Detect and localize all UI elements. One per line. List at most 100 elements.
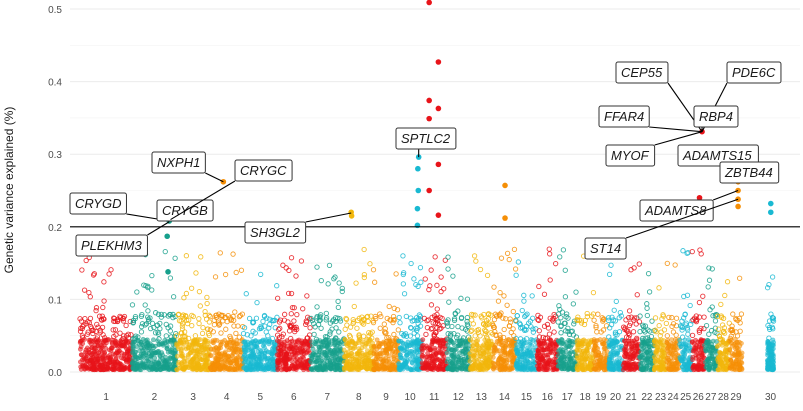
snp-point <box>719 302 723 306</box>
snp-point <box>175 354 179 358</box>
snp-point <box>360 361 364 365</box>
snp-point <box>512 247 516 251</box>
snp-point <box>702 326 706 330</box>
snp-point <box>258 272 262 276</box>
snp-point <box>198 304 202 308</box>
snp-point <box>402 292 406 296</box>
snp-point <box>630 339 634 343</box>
snp-point <box>543 366 547 370</box>
snp-point <box>628 368 632 372</box>
snp-point <box>125 351 129 355</box>
snp-point <box>476 338 480 342</box>
snp-point <box>723 293 727 297</box>
snp-point <box>82 288 86 292</box>
snp-point <box>230 347 234 351</box>
snp-point <box>401 254 405 258</box>
snp-point <box>707 278 711 282</box>
snp-point <box>100 339 104 343</box>
snp-point <box>275 353 279 357</box>
snp-point <box>289 312 293 316</box>
snp-point <box>106 361 110 365</box>
snp-point <box>206 339 210 343</box>
snp-point <box>520 308 524 312</box>
snp-point <box>654 350 658 354</box>
snp-point <box>333 356 337 360</box>
snp-point <box>106 337 110 341</box>
chromosome-8-points <box>342 247 375 372</box>
snp-point <box>174 368 178 372</box>
snp-point <box>200 331 204 335</box>
snp-point <box>517 340 521 344</box>
snp-point <box>442 287 446 291</box>
snp-point <box>153 356 157 360</box>
snp-point <box>436 367 440 371</box>
snp-point <box>491 355 495 359</box>
snp-point <box>482 351 486 355</box>
snp-point <box>284 266 288 270</box>
snp-point <box>692 346 696 350</box>
snp-point <box>706 285 710 289</box>
snp-point <box>436 357 440 361</box>
snp-point <box>123 340 127 344</box>
snp-point <box>354 365 358 369</box>
snp-point <box>674 316 678 320</box>
snp-point <box>632 368 636 372</box>
snp-point <box>156 361 160 365</box>
snp-point <box>408 357 412 361</box>
snp-point <box>89 358 93 362</box>
snp-point <box>607 272 611 276</box>
snp-point <box>653 359 657 363</box>
snp-point <box>251 356 255 360</box>
snp-point <box>289 256 293 260</box>
snp-point <box>433 346 437 350</box>
snp-point <box>110 367 114 371</box>
snp-point <box>190 358 194 362</box>
snp-point <box>696 367 700 371</box>
snp-point <box>447 300 451 304</box>
snp-point <box>690 340 694 344</box>
snp-point <box>90 346 94 350</box>
snp-point <box>501 316 505 320</box>
snp-point <box>234 270 238 274</box>
snp-point <box>387 354 391 358</box>
snp-point <box>492 285 496 289</box>
snp-point <box>408 349 412 353</box>
snp-point <box>141 337 145 341</box>
snp-point <box>631 354 635 358</box>
snp-point <box>685 368 689 372</box>
snp-point <box>124 323 128 327</box>
snp-point <box>638 356 642 360</box>
snp-point <box>308 326 312 330</box>
snp-point <box>325 344 329 348</box>
snp-point <box>344 342 348 346</box>
snp-point <box>595 330 599 334</box>
snp-point <box>408 367 412 371</box>
snp-point <box>477 364 481 368</box>
snp-point <box>138 354 142 358</box>
snp-point <box>688 303 692 307</box>
snp-point <box>609 367 613 371</box>
snp-point <box>402 345 406 349</box>
snp-point <box>505 303 509 307</box>
snp-point <box>609 263 613 267</box>
snp-point <box>110 338 114 342</box>
snp-point <box>209 353 213 357</box>
snp-point <box>439 275 443 279</box>
snp-point <box>275 364 279 368</box>
snp-point <box>563 268 567 272</box>
snp-point <box>315 305 319 309</box>
snp-point <box>713 319 717 323</box>
chromosome-26-points <box>690 248 706 372</box>
snp-point <box>569 350 573 354</box>
snp-point <box>284 347 288 351</box>
snp-point <box>559 331 563 335</box>
snp-point <box>250 347 254 351</box>
snp-point <box>457 351 461 355</box>
snp-point <box>704 323 708 327</box>
snp-point <box>451 274 455 278</box>
snp-point <box>159 342 163 346</box>
snp-point <box>536 356 540 360</box>
snp-point <box>627 309 631 313</box>
snp-point <box>319 353 323 357</box>
snp-point <box>413 355 417 359</box>
